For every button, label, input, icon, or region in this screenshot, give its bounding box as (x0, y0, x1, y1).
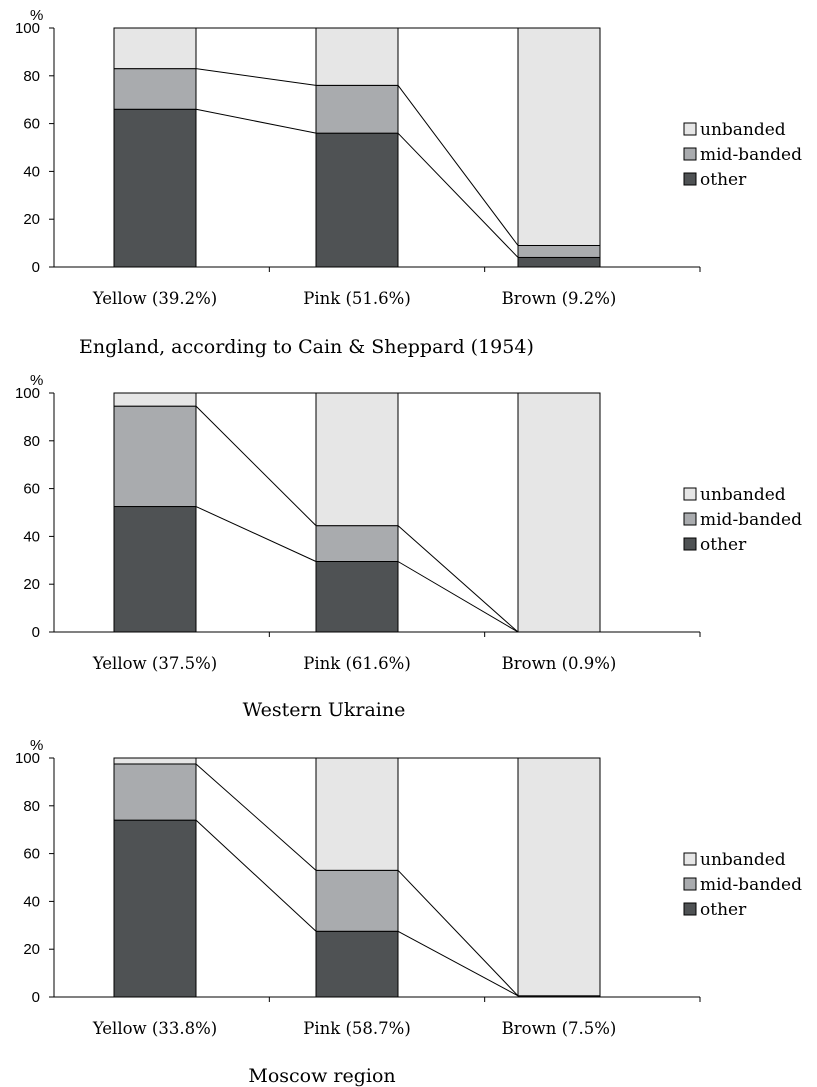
chart-panel-1: % 0 20 40 60 80 100 Yellow (39.2%) Pink (51.6%) B… (15, 7, 802, 358)
y-tick-label: 0 (32, 624, 40, 641)
bar-segment-unbanded-1 (113, 757, 197, 765)
legend-label-mid-banded: mid-banded (700, 145, 802, 165)
bar-segment-other-3 (517, 256, 601, 268)
y-tick-label: 20 (23, 941, 40, 958)
bar-segment-mid-banded-1 (113, 68, 197, 110)
legend-label-other: other (700, 170, 747, 190)
connector-line (195, 506, 317, 562)
x-category-label: Pink (51.6%) (303, 289, 411, 308)
legend-swatch-mid-banded (683, 877, 697, 891)
connector-line (397, 930, 519, 997)
chart-panel-2: % 0 20 40 60 80 100 Yellow (37.5%) Pink (61.6%) B… (15, 372, 802, 721)
bar-segment-other-2 (315, 560, 399, 633)
y-tick-label: 100 (15, 20, 40, 37)
bar-segment-unbanded-1 (113, 392, 197, 407)
y-tick-label: 100 (15, 750, 40, 767)
legend-swatch-other (683, 902, 697, 916)
x-category-label: Brown (0.9%) (502, 654, 617, 673)
chart-title: Moscow region (248, 1065, 395, 1087)
connector-line (195, 819, 317, 932)
legend-swatch-other (683, 172, 697, 186)
legend-label-unbanded: unbanded (700, 850, 786, 870)
y-tick-label: 80 (23, 68, 40, 85)
legend-swatch-other (683, 537, 697, 551)
connector-line (195, 108, 317, 134)
legend-swatch-mid-banded (683, 147, 697, 161)
chart-panel-3: % 0 20 40 60 80 100 Yellow (33.8%) Pink (58.7%) B… (15, 737, 802, 1087)
connector-line (397, 132, 519, 258)
legend-label-unbanded: unbanded (700, 485, 786, 505)
bar-segment-mid-banded-1 (113, 405, 197, 508)
legend-label-mid-banded: mid-banded (700, 875, 802, 895)
y-axis-label: % (30, 7, 43, 24)
x-category-label: Yellow (39.2%) (92, 289, 217, 308)
bar-segment-mid-banded-3 (517, 244, 601, 258)
y-tick-label: 20 (23, 576, 40, 593)
x-category-label: Yellow (33.8%) (92, 1019, 217, 1038)
y-tick-label: 100 (15, 385, 40, 402)
x-category-label: Pink (61.6%) (303, 654, 411, 673)
x-category-label: Brown (9.2%) (502, 289, 617, 308)
y-tick-label: 40 (23, 528, 40, 545)
y-tick-label: 40 (23, 893, 40, 910)
y-axis-label: % (30, 372, 43, 389)
connector-line (397, 525, 519, 633)
chart-title: England, according to Cain & Sheppard (1… (79, 336, 534, 358)
legend-swatch-unbanded (683, 122, 697, 136)
bar-segment-mid-banded-2 (315, 869, 399, 932)
bar-segment-other-1 (113, 819, 197, 998)
bar-segment-unbanded-3 (517, 392, 601, 633)
y-tick-label: 0 (32, 989, 40, 1006)
y-tick-label: 20 (23, 211, 40, 228)
bar-segment-other-2 (315, 132, 399, 268)
connector-line (397, 561, 519, 633)
connector-line (195, 763, 317, 871)
y-tick-label: 60 (23, 481, 40, 498)
y-tick-label: 60 (23, 846, 40, 863)
legend-swatch-unbanded (683, 852, 697, 866)
legend-label-other: other (700, 535, 747, 555)
bar-segment-other-2 (315, 930, 399, 998)
bar-segment-unbanded-1 (113, 27, 197, 70)
bar-segment-mid-banded-2 (315, 84, 399, 134)
y-tick-label: 80 (23, 433, 40, 450)
bar-segment-unbanded-3 (517, 757, 601, 997)
chart-title: Western Ukraine (243, 699, 406, 721)
y-axis-label: % (30, 737, 43, 754)
x-category-label: Pink (58.7%) (303, 1019, 411, 1038)
legend-swatch-mid-banded (683, 512, 697, 526)
x-category-label: Brown (7.5%) (502, 1019, 617, 1038)
legend-swatch-unbanded (683, 487, 697, 501)
connector-line (397, 869, 519, 997)
legend-label-mid-banded: mid-banded (700, 510, 802, 530)
y-tick-label: 0 (32, 259, 40, 276)
y-tick-label: 40 (23, 163, 40, 180)
connector-line (397, 85, 519, 246)
bar-segment-unbanded-2 (315, 757, 399, 871)
legend-label-unbanded: unbanded (700, 120, 786, 140)
bar-segment-other-1 (113, 506, 197, 633)
y-tick-label: 80 (23, 798, 40, 815)
bar-segment-unbanded-2 (315, 392, 399, 527)
bar-segment-unbanded-2 (315, 27, 399, 86)
connector-line (195, 405, 317, 526)
connector-line (195, 68, 317, 86)
y-tick-label: 60 (23, 116, 40, 133)
legend-label-other: other (700, 900, 747, 920)
x-category-label: Yellow (37.5%) (92, 654, 217, 673)
bar-segment-mid-banded-1 (113, 763, 197, 821)
bar-segment-mid-banded-2 (315, 525, 399, 562)
bar-segment-other-1 (113, 108, 197, 268)
bar-segment-unbanded-3 (517, 27, 601, 246)
